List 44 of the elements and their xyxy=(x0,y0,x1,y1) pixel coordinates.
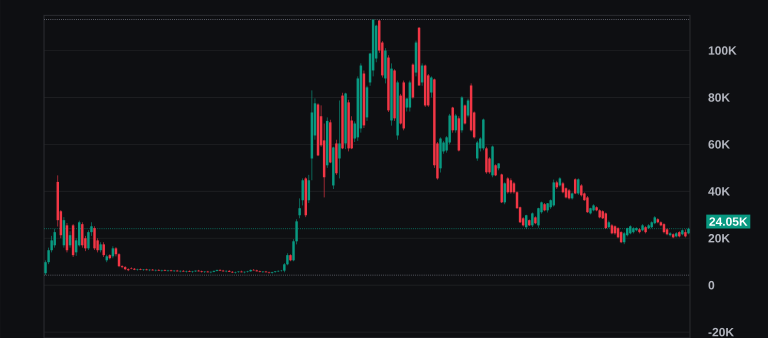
y-tick-label: 80K xyxy=(708,93,730,102)
candlestick xyxy=(552,179,555,207)
candlestick xyxy=(466,98,470,118)
candlestick xyxy=(212,270,216,273)
candlestick xyxy=(610,224,614,235)
candlestick xyxy=(622,232,626,244)
candlestick xyxy=(485,146,488,174)
candlestick xyxy=(662,222,666,234)
y-tick-label: 20K xyxy=(708,234,730,243)
candlestick xyxy=(558,176,562,187)
candlestick xyxy=(68,230,72,248)
ref-line-label: 24.05K xyxy=(709,217,748,226)
candlestick xyxy=(81,222,84,248)
candlestick xyxy=(476,140,478,162)
candlestick xyxy=(452,106,454,133)
candlestick xyxy=(568,188,570,200)
candlestick xyxy=(494,164,497,176)
candlestick xyxy=(616,226,620,239)
candlestick xyxy=(102,242,105,258)
y-tick-label: 60K xyxy=(708,140,730,149)
candlestick xyxy=(308,174,310,204)
candlestick xyxy=(580,184,583,197)
candlestick xyxy=(454,114,458,133)
candlestick xyxy=(93,226,96,250)
candlestick xyxy=(506,176,510,194)
candlestick xyxy=(338,100,341,179)
candlestick xyxy=(574,178,576,194)
candlestick xyxy=(510,178,512,194)
y-tick-label: 100K xyxy=(708,46,737,55)
candlestick xyxy=(586,196,589,214)
y-tick-label: 0 xyxy=(708,280,714,290)
y-tick-label: 40K xyxy=(708,187,730,196)
candlestick xyxy=(430,76,433,98)
candlestick xyxy=(464,104,466,125)
candlestick xyxy=(604,212,608,230)
candlestick xyxy=(420,63,424,86)
y-tick-label: -20K xyxy=(708,328,734,336)
candlestick xyxy=(112,246,114,258)
candlestick xyxy=(99,242,102,253)
candlestick xyxy=(504,182,506,205)
candlestick xyxy=(577,178,580,196)
candlestick xyxy=(531,212,534,228)
candlestick xyxy=(620,230,622,244)
candlestick xyxy=(546,202,549,213)
